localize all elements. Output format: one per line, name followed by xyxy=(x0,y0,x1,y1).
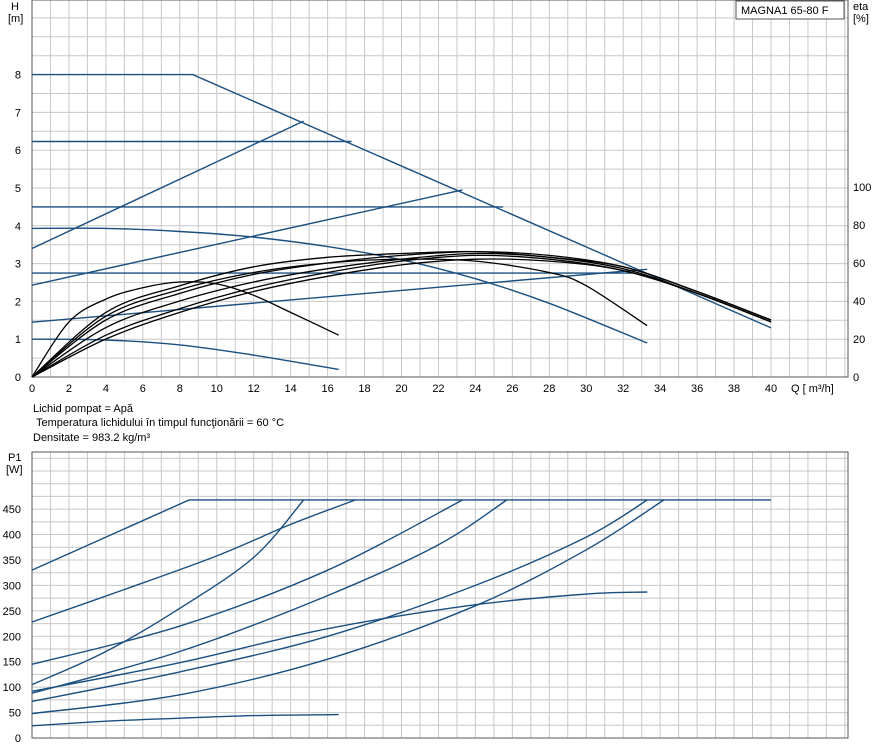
x-tick-label: 4 xyxy=(103,383,109,395)
head-axis-unit: [m] xyxy=(8,13,23,25)
x-tick-label: 38 xyxy=(728,383,740,395)
head-curve xyxy=(31,189,463,286)
head-curve xyxy=(32,73,772,329)
x-tick-label: 34 xyxy=(654,383,666,395)
x-tick-label: 8 xyxy=(177,383,183,395)
efficiency-curve xyxy=(31,258,648,378)
x-tick-label: 30 xyxy=(580,383,592,395)
head-curve xyxy=(31,120,304,250)
x-tick-label: 16 xyxy=(321,383,333,395)
head-curve xyxy=(31,268,648,323)
power-curve xyxy=(31,499,648,703)
power-axis-unit: [W] xyxy=(6,464,23,476)
y-tick-label: 7 xyxy=(15,107,21,119)
head-axis-label: H xyxy=(11,1,19,13)
power-chart-curves xyxy=(31,499,771,727)
efficiency-curve xyxy=(31,281,339,378)
x-tick-label: 12 xyxy=(248,383,260,395)
power-tick-label: 150 xyxy=(3,657,21,669)
x-tick-label: 2 xyxy=(66,383,72,395)
density-info: Densitate = 983.2 kg/m³ xyxy=(33,432,150,444)
x-tick-label: 18 xyxy=(358,383,370,395)
x-tick-label: 36 xyxy=(691,383,703,395)
power-tick-label: 400 xyxy=(3,530,21,542)
liquid-info: Lichid pompat = Apă xyxy=(33,403,134,415)
y-tick-label: 2 xyxy=(15,296,21,308)
x-tick-label: 0 xyxy=(29,383,35,395)
power-curve xyxy=(31,713,339,727)
eta-tick-label: 100 xyxy=(853,182,871,194)
temperature-info: Temperatura lichidului în timpul funcţio… xyxy=(36,417,284,429)
power-curve xyxy=(31,499,305,686)
efficiency-curve xyxy=(31,250,772,378)
power-axis-label: P1 xyxy=(8,452,21,464)
eta-tick-label: 0 xyxy=(853,372,859,384)
y-tick-label: 1 xyxy=(15,334,21,346)
x-tick-label: 28 xyxy=(543,383,555,395)
head-curve xyxy=(31,227,648,344)
power-curve xyxy=(31,499,771,571)
x-tick-label: 10 xyxy=(211,383,223,395)
power-tick-label: 200 xyxy=(3,631,21,643)
x-tick-label: 40 xyxy=(765,383,777,395)
y-tick-label: 4 xyxy=(15,221,21,233)
y-tick-label: 5 xyxy=(15,183,21,195)
y-tick-label: 0 xyxy=(15,372,21,384)
head-chart-curves xyxy=(31,73,772,378)
power-chart-frame xyxy=(31,451,849,739)
eta-tick-label: 60 xyxy=(853,258,865,270)
power-tick-label: 50 xyxy=(9,708,21,720)
eta-axis-label: eta xyxy=(853,1,869,13)
eta-tick-label: 20 xyxy=(853,334,865,346)
x-tick-label: 14 xyxy=(285,383,297,395)
x-tick-label: 24 xyxy=(469,383,481,395)
eta-tick-label: 80 xyxy=(853,220,865,232)
head-curve xyxy=(31,338,339,371)
x-tick-label: 22 xyxy=(432,383,444,395)
flow-axis-label: Q [ m³/h] xyxy=(791,383,834,395)
power-curve xyxy=(31,499,463,665)
model-title: MAGNA1 65-80 F xyxy=(741,5,829,17)
efficiency-curve xyxy=(31,258,772,378)
power-tick-label: 450 xyxy=(3,504,21,516)
power-chart-grid xyxy=(31,452,848,738)
y-tick-label: 6 xyxy=(15,145,21,157)
power-chart-ticks: 0 50 100 150 200 250 300 350 400 450 xyxy=(3,504,21,745)
eta-axis-unit: [%] xyxy=(853,13,869,25)
power-tick-label: 300 xyxy=(3,580,21,592)
y-tick-label: 8 xyxy=(15,70,21,82)
x-tick-label: 26 xyxy=(506,383,518,395)
efficiency-curve xyxy=(31,252,772,378)
power-tick-label: 100 xyxy=(3,682,21,694)
y-tick-label: 3 xyxy=(15,259,21,271)
eta-tick-label: 40 xyxy=(853,296,865,308)
power-tick-label: 350 xyxy=(3,555,21,567)
model-title-box xyxy=(735,0,845,20)
power-tick-label: 250 xyxy=(3,606,21,618)
power-curve xyxy=(31,591,648,692)
x-tick-label: 32 xyxy=(617,383,629,395)
x-tick-label: 6 xyxy=(140,383,146,395)
power-curve xyxy=(31,499,665,715)
power-curve xyxy=(31,499,356,623)
head-chart-ticks: 0 2 4 6 8 10 12 14 16 18 20 22 24 26 28 30 32 34 36 38 40012… xyxy=(15,70,871,395)
head-chart-frame xyxy=(31,0,849,378)
power-curve xyxy=(31,499,508,694)
power-tick-label: 0 xyxy=(15,733,21,745)
x-tick-label: 20 xyxy=(395,383,407,395)
